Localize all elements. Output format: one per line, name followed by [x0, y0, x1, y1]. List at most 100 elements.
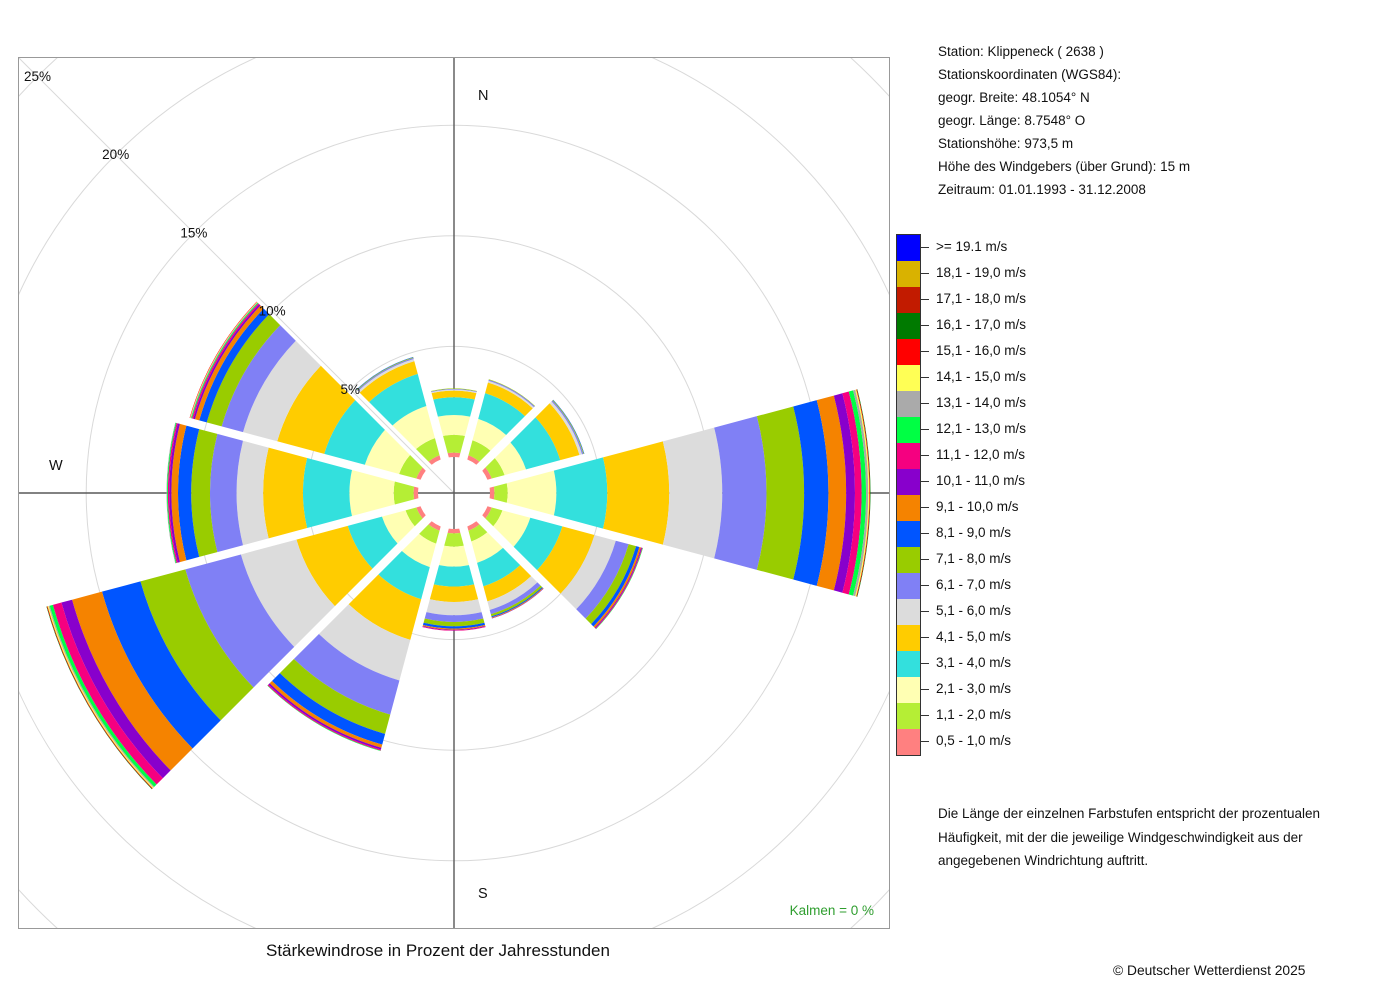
legend-swatch — [897, 287, 920, 313]
rose-band-az60-class5 — [535, 403, 580, 461]
rose-band-az300-class3 — [364, 429, 411, 474]
rose-band-az240-class4 — [347, 516, 398, 569]
rose-band-az60-class1 — [482, 467, 492, 480]
legend-tick — [920, 533, 929, 534]
legend-tick — [920, 299, 929, 300]
legend-swatch — [897, 261, 920, 287]
rose-band-az210-class5 — [348, 574, 422, 640]
explanation-note: Die Länge der einzelnen Farbstufen entsp… — [938, 806, 1320, 868]
legend-label: 14,1 - 15,0 m/s — [936, 369, 1027, 384]
rose-band-az210-class4 — [378, 551, 430, 600]
rose-band-az150-class6 — [487, 576, 538, 610]
rose-band-az90-class3 — [506, 470, 557, 516]
legend-label: 7,1 - 8,0 m/s — [936, 551, 1012, 566]
rose-band-az210-class9 — [272, 673, 386, 745]
rose-band-az180-class4 — [433, 565, 475, 587]
legend-label: 10,1 - 11,0 m/s — [936, 473, 1026, 488]
rose-sectors — [46, 301, 871, 790]
compass-label-w: W — [49, 458, 63, 474]
rose-band-az180-class2 — [444, 532, 464, 547]
legend-tick — [920, 559, 929, 560]
rose-band-az60-class3 — [494, 442, 527, 476]
rose-band-az240-class2 — [405, 507, 423, 527]
legend-swatch — [897, 703, 920, 729]
rose-band-az120-class2 — [485, 507, 503, 527]
rose-band-az120-class3 — [493, 510, 531, 547]
rose-band-az270-class13 — [166, 422, 177, 564]
legend-tick — [920, 637, 929, 638]
rose-band-az120-class7 — [576, 540, 629, 619]
rose-band-az60-class6 — [549, 401, 583, 456]
legend-label: 12,1 - 13,0 m/s — [936, 421, 1027, 436]
legend-tick — [920, 741, 929, 742]
rose-band-az120-class9 — [591, 546, 640, 627]
rose-band-az330-class3 — [392, 405, 435, 450]
compass-label-s: S — [478, 886, 488, 902]
rose-band-az180-class6 — [426, 599, 482, 616]
rose-band-az270-class9 — [178, 425, 200, 561]
rose-band-az270-class11 — [169, 423, 180, 563]
rose-band-az270-class14 — [166, 422, 176, 564]
legend-tick — [920, 507, 929, 508]
legend-swatch — [897, 599, 920, 625]
rose-band-az90-class2 — [493, 483, 508, 503]
legend-label: 17,1 - 18,0 m/s — [936, 291, 1027, 306]
rose-band-az180-class12 — [422, 626, 486, 631]
rose-band-az90-class1 — [489, 486, 495, 500]
rose-band-az30-class5 — [485, 382, 533, 417]
legend-swatch — [897, 443, 920, 469]
rose-band-az120-class8 — [585, 544, 637, 625]
rose-band-az270-class12 — [167, 423, 178, 563]
rose-band-az300-class2 — [399, 454, 423, 479]
legend-label: 3,1 - 4,0 m/s — [936, 655, 1012, 670]
legend-swatch — [897, 339, 920, 365]
legend-label: 16,1 - 17,0 m/s — [936, 317, 1027, 332]
legend-swatch — [897, 573, 920, 599]
chart-title: Stärkewindrose in Prozent der Jahresstun… — [266, 941, 610, 960]
ring-label-15pct: 15% — [180, 225, 207, 240]
rose-band-az150-class8 — [490, 585, 543, 617]
rose-band-az90-class9 — [793, 400, 829, 586]
rose-band-az240-class1 — [416, 506, 426, 519]
rose-band-az270-class6 — [236, 440, 269, 546]
rose-band-az270-class1 — [413, 486, 419, 500]
ring-label-20pct: 20% — [102, 147, 129, 162]
rose-band-az90-class16 — [856, 389, 871, 597]
rose-band-az270-class10 — [171, 423, 187, 563]
rose-band-az240-class5 — [296, 525, 373, 607]
legend-swatch — [897, 651, 920, 677]
rose-band-az150-class3 — [471, 532, 503, 563]
legend-tick — [920, 247, 929, 248]
ring-label-10pct: 10% — [259, 304, 286, 319]
legend-label: 0,5 - 1,0 m/s — [936, 733, 1012, 748]
rose-band-az210-class8 — [279, 659, 391, 734]
rose-band-az330-class6 — [358, 358, 415, 393]
rose-band-az300-class10 — [194, 305, 264, 421]
rose-band-az30-class4 — [478, 393, 525, 435]
rose-band-az120-class5 — [537, 526, 595, 594]
legend-swatch — [897, 547, 920, 573]
legend-tick — [920, 325, 929, 326]
rose-band-az150-class5 — [483, 565, 532, 602]
rose-band-az120-class4 — [513, 517, 563, 571]
rose-band-az90-class7 — [714, 416, 767, 570]
rose-band-az180-class7 — [424, 612, 484, 622]
rose-band-az330-class5 — [359, 361, 418, 403]
kalmen-label: Kalmen = 0 % — [790, 903, 874, 918]
legend-swatch — [897, 391, 920, 417]
rose-band-az0-class6 — [431, 389, 477, 394]
rose-band-az270-class5 — [263, 447, 308, 539]
legend-label: 4,1 - 5,0 m/s — [936, 629, 1012, 644]
rose-band-az300-class4 — [324, 400, 385, 465]
legend-tick — [920, 663, 929, 664]
rose-band-az0-class7 — [431, 388, 477, 393]
legend-tick — [920, 611, 929, 612]
rose-band-az180-class10 — [422, 624, 486, 630]
rose-plot-box: 5% 10% 15% 20% 25% N S W Kalmen = 0 % — [18, 57, 890, 929]
legend-color-bar — [896, 234, 921, 756]
legend-label: 13,1 - 14,0 m/s — [936, 395, 1027, 410]
rose-band-az90-class14 — [853, 389, 869, 597]
legend-swatch — [897, 417, 920, 443]
rose-band-az90-class15 — [855, 389, 870, 597]
rose-band-az270-class7 — [210, 433, 243, 553]
